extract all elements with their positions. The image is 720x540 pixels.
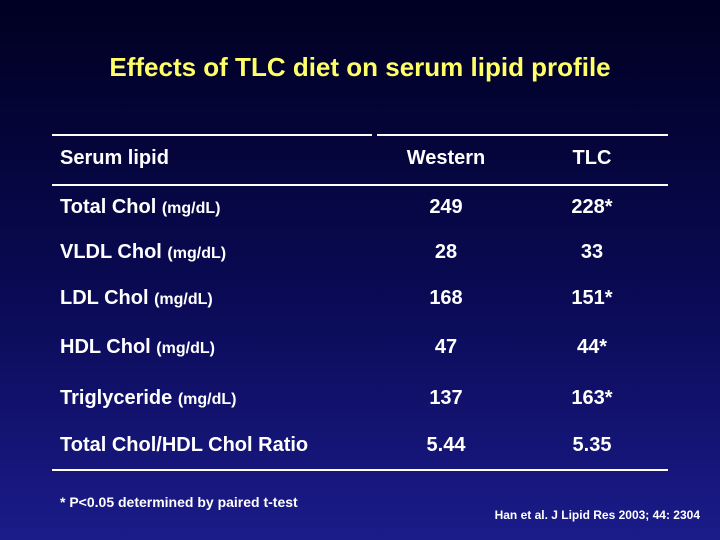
row-label: LDL Chol (mg/dL) <box>60 286 213 312</box>
label-text: Total Chol <box>60 196 157 218</box>
row-label: VLDL Chol (mg/dL) <box>60 240 226 266</box>
footnote: * P<0.05 determined by paired t-test <box>60 494 298 510</box>
unit-text: (mg/dL) <box>154 291 213 308</box>
unit-text: (mg/dL) <box>177 391 237 408</box>
western-value: 47 <box>434 336 458 358</box>
rule <box>52 134 372 136</box>
title: Effects of TLC diet on serum lipid profi… <box>109 52 611 82</box>
unit-text: (mg/dL) <box>156 340 215 357</box>
label-text: Total Chol/HDL Chol Ratio <box>60 434 309 456</box>
western-value: 168 <box>429 287 463 309</box>
header-cell: Western <box>406 147 486 169</box>
tlc-value: 5.35 <box>572 434 612 456</box>
rule <box>52 469 668 471</box>
tlc-value: 44* <box>576 336 608 358</box>
header-cell: TLC <box>572 147 612 169</box>
row-label: Total Chol (mg/dL) <box>60 195 221 221</box>
tlc-value: 33 <box>580 241 604 263</box>
western-value: 137 <box>429 387 463 409</box>
western-value: 249 <box>429 196 463 218</box>
tlc-value: 228* <box>571 196 613 218</box>
western-value: 28 <box>434 241 458 263</box>
header-cell: Serum lipid <box>60 147 169 169</box>
row-label: HDL Chol (mg/dL) <box>60 335 215 361</box>
row-label: Triglyceride (mg/dL) <box>60 386 237 412</box>
label-text: Triglyceride <box>60 387 173 409</box>
row-label: Total Chol/HDL Chol Ratio <box>60 433 308 457</box>
citation: Han et al. J Lipid Res 2003; 44: 2304 <box>494 508 700 522</box>
western-value: 5.44 <box>426 434 466 456</box>
rule <box>377 134 668 136</box>
label-text: HDL Chol <box>60 336 151 358</box>
label-text: VLDL Chol <box>60 241 162 263</box>
unit-text: (mg/dL) <box>167 245 227 262</box>
label-text: LDL Chol <box>60 287 149 309</box>
tlc-value: 163* <box>571 387 613 409</box>
unit-text: (mg/dL) <box>161 200 221 217</box>
tlc-value: 151* <box>571 287 613 309</box>
rule <box>52 184 668 186</box>
